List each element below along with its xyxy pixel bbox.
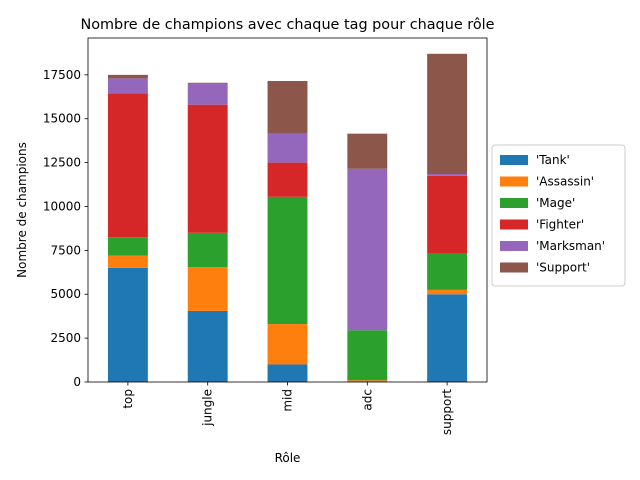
y-tick-label-2500: 2500 bbox=[50, 331, 81, 345]
legend-label-1: 'Assassin' bbox=[536, 175, 594, 189]
legend-label-4: 'Marksman' bbox=[536, 239, 605, 253]
y-tick-label-12500: 12500 bbox=[43, 156, 81, 170]
x-tick-label-support: support bbox=[440, 389, 454, 435]
legend-label-3: 'Fighter' bbox=[536, 218, 584, 232]
bar-mid-series-1 bbox=[267, 324, 308, 365]
y-axis: 0 2500 5000 7500 10000 12500 15000 17500 bbox=[43, 68, 88, 389]
y-tick-label-15000: 15000 bbox=[43, 112, 81, 126]
bar-jungle-series-2 bbox=[187, 232, 228, 268]
legend-swatch-0 bbox=[500, 155, 528, 165]
x-axis: top jungle mid adc support bbox=[121, 382, 454, 435]
bar-support-series-4 bbox=[427, 174, 468, 176]
bar-adc-series-2 bbox=[347, 330, 388, 381]
x-tick-label-adc: adc bbox=[360, 389, 374, 411]
bars-group bbox=[107, 53, 468, 382]
bar-top-series-5 bbox=[107, 74, 148, 79]
x-tick-label-jungle: jungle bbox=[201, 389, 215, 427]
bar-support-series-2 bbox=[427, 253, 468, 290]
plot-frame bbox=[87, 37, 488, 383]
bar-support-series-0 bbox=[427, 294, 468, 382]
y-tick-label-5000: 5000 bbox=[50, 287, 81, 301]
legend-swatch-3 bbox=[500, 219, 528, 230]
legend-swatch-1 bbox=[500, 176, 528, 187]
bar-jungle-series-5 bbox=[187, 82, 228, 84]
bar-jungle-series-3 bbox=[187, 104, 228, 233]
bar-top-series-2 bbox=[107, 237, 148, 256]
legend-swatch-2 bbox=[500, 198, 528, 208]
bar-mid-series-5 bbox=[267, 81, 308, 134]
bar-mid-series-2 bbox=[267, 196, 308, 325]
bar-mid-series-4 bbox=[267, 133, 308, 163]
bar-top-series-4 bbox=[107, 78, 148, 94]
y-tick-label-10000: 10000 bbox=[43, 199, 81, 213]
x-axis-label: Rôle bbox=[275, 451, 301, 465]
bar-top-series-0 bbox=[107, 267, 148, 382]
x-tick-label-top: top bbox=[121, 389, 135, 409]
bar-support-series-1 bbox=[427, 289, 468, 295]
legend-swatch-4 bbox=[500, 241, 528, 251]
bar-support-series-3 bbox=[427, 175, 468, 253]
bar-jungle-series-0 bbox=[187, 310, 228, 382]
legend-swatch-5 bbox=[500, 262, 528, 273]
bar-adc-series-5 bbox=[347, 133, 388, 169]
bar-mid-series-3 bbox=[267, 162, 308, 197]
bar-jungle-series-4 bbox=[187, 83, 228, 105]
chart-title: Nombre de champions avec chaque tag pour… bbox=[80, 17, 494, 33]
bar-jungle-series-1 bbox=[187, 267, 228, 311]
legend-label-0: 'Tank' bbox=[536, 153, 570, 167]
legend-label-2: 'Mage' bbox=[536, 196, 575, 210]
legend-label-5: 'Support' bbox=[536, 261, 590, 275]
bar-adc-series-1 bbox=[347, 380, 388, 382]
bar-top-series-1 bbox=[107, 255, 148, 268]
y-tick-label-17500: 17500 bbox=[43, 68, 81, 82]
bar-adc-series-4 bbox=[347, 168, 388, 331]
bar-mid-series-0 bbox=[267, 364, 308, 382]
y-tick-label-0: 0 bbox=[73, 375, 81, 389]
bar-top-series-3 bbox=[107, 93, 148, 238]
x-tick-label-mid: mid bbox=[281, 389, 295, 412]
legend: 'Tank' 'Assassin' 'Mage' 'Fighter' 'Marksman… bbox=[491, 144, 626, 287]
y-tick-label-7500: 7500 bbox=[50, 243, 81, 257]
bar-support-series-5 bbox=[427, 53, 468, 175]
y-axis-label: Nombre de champions bbox=[15, 142, 29, 278]
